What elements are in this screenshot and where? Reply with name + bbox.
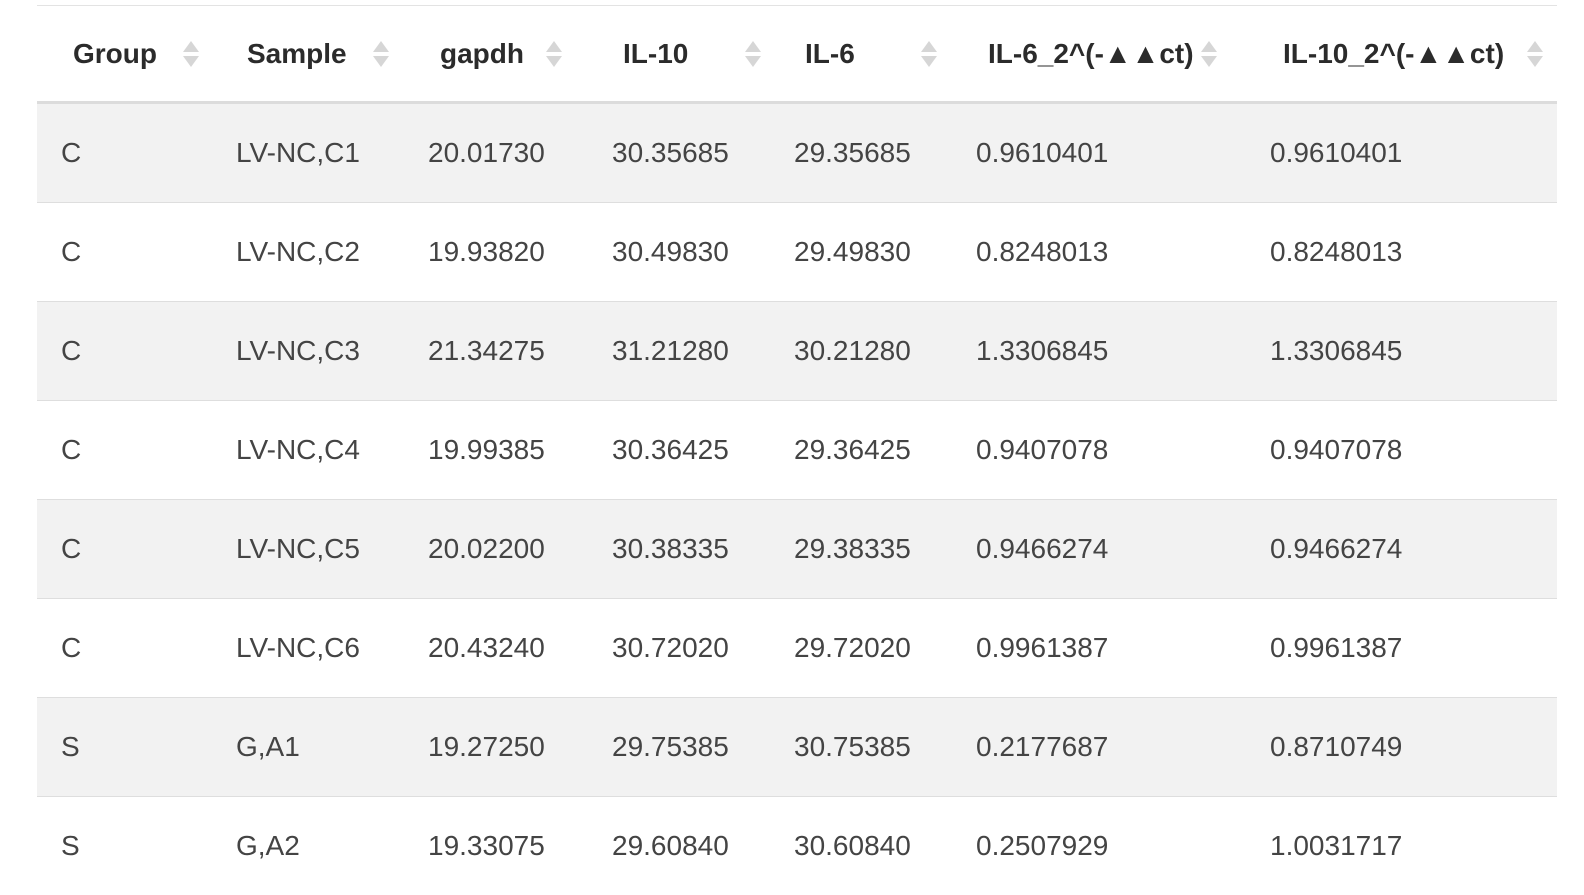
- column-header-label: IL-10: [623, 38, 688, 70]
- cell-il6-fold: 1.3306845: [955, 302, 1249, 401]
- table-row[interactable]: C LV-NC,C1 20.01730 30.35685 29.35685 0.…: [37, 103, 1557, 203]
- cell-il6: 29.38335: [773, 500, 955, 599]
- cell-sample: LV-NC,C4: [217, 401, 407, 500]
- cell-gapdh: 20.01730: [407, 103, 591, 203]
- table-row[interactable]: C LV-NC,C3 21.34275 31.21280 30.21280 1.…: [37, 302, 1557, 401]
- sort-arrows-icon[interactable]: [921, 41, 937, 67]
- cell-il6-fold: 0.9407078: [955, 401, 1249, 500]
- table-row[interactable]: S G,A2 19.33075 29.60840 30.60840 0.2507…: [37, 797, 1557, 895]
- data-table: Group Sample gapdh IL-10 IL-6: [37, 6, 1557, 895]
- sort-arrows-icon[interactable]: [745, 41, 761, 67]
- cell-sample: G,A1: [217, 698, 407, 797]
- cell-il6: 30.60840: [773, 797, 955, 895]
- cell-il10-fold: 0.9961387: [1249, 599, 1557, 698]
- cell-il6: 29.49830: [773, 203, 955, 302]
- column-header-label: IL-6: [805, 38, 855, 70]
- cell-il10: 30.49830: [591, 203, 773, 302]
- cell-il6: 30.21280: [773, 302, 955, 401]
- cell-group: C: [37, 302, 217, 401]
- cell-il6-fold: 0.9466274: [955, 500, 1249, 599]
- cell-group: C: [37, 500, 217, 599]
- cell-sample: LV-NC,C3: [217, 302, 407, 401]
- cell-gapdh: 19.27250: [407, 698, 591, 797]
- cell-il6-fold: 0.9610401: [955, 103, 1249, 203]
- column-header-gapdh[interactable]: gapdh: [407, 6, 591, 103]
- column-header-group[interactable]: Group: [37, 6, 217, 103]
- column-header-label: Group: [73, 38, 157, 70]
- cell-il6-fold: 0.2177687: [955, 698, 1249, 797]
- cell-il6: 29.35685: [773, 103, 955, 203]
- cell-il10: 31.21280: [591, 302, 773, 401]
- table-row[interactable]: C LV-NC,C5 20.02200 30.38335 29.38335 0.…: [37, 500, 1557, 599]
- cell-il10: 29.75385: [591, 698, 773, 797]
- cell-il6-fold: 0.8248013: [955, 203, 1249, 302]
- column-header-sample[interactable]: Sample: [217, 6, 407, 103]
- cell-il10: 30.35685: [591, 103, 773, 203]
- column-header-il6-fold[interactable]: IL-6_2^(-▲▲ct): [955, 6, 1249, 103]
- cell-sample: LV-NC,C1: [217, 103, 407, 203]
- cell-il10: 30.38335: [591, 500, 773, 599]
- sort-arrows-icon[interactable]: [373, 41, 389, 67]
- table-row[interactable]: C LV-NC,C2 19.93820 30.49830 29.49830 0.…: [37, 203, 1557, 302]
- cell-il10-fold: 0.8710749: [1249, 698, 1557, 797]
- cell-group: S: [37, 797, 217, 895]
- column-header-label: gapdh: [440, 38, 524, 70]
- cell-sample: G,A2: [217, 797, 407, 895]
- cell-gapdh: 20.02200: [407, 500, 591, 599]
- table-row[interactable]: C LV-NC,C6 20.43240 30.72020 29.72020 0.…: [37, 599, 1557, 698]
- cell-il10-fold: 0.9407078: [1249, 401, 1557, 500]
- table-row[interactable]: S G,A1 19.27250 29.75385 30.75385 0.2177…: [37, 698, 1557, 797]
- column-header-il10-fold[interactable]: IL-10_2^(-▲▲ct): [1249, 6, 1557, 103]
- cell-il6: 30.75385: [773, 698, 955, 797]
- cell-sample: LV-NC,C6: [217, 599, 407, 698]
- column-header-il6[interactable]: IL-6: [773, 6, 955, 103]
- cell-gapdh: 19.33075: [407, 797, 591, 895]
- cell-sample: LV-NC,C2: [217, 203, 407, 302]
- table-header: Group Sample gapdh IL-10 IL-6: [37, 6, 1557, 103]
- sort-arrows-icon[interactable]: [183, 41, 199, 67]
- cell-il10-fold: 1.0031717: [1249, 797, 1557, 895]
- cell-il10-fold: 0.9610401: [1249, 103, 1557, 203]
- cell-il10-fold: 0.8248013: [1249, 203, 1557, 302]
- cell-il6-fold: 0.9961387: [955, 599, 1249, 698]
- column-header-label: IL-10_2^(-▲▲ct): [1283, 38, 1504, 70]
- cell-group: C: [37, 103, 217, 203]
- sort-arrows-icon[interactable]: [1527, 41, 1543, 67]
- cell-group: S: [37, 698, 217, 797]
- column-header-label: IL-6_2^(-▲▲ct): [988, 38, 1194, 70]
- header-row: Group Sample gapdh IL-10 IL-6: [37, 6, 1557, 103]
- cell-il10: 30.72020: [591, 599, 773, 698]
- cell-il10: 30.36425: [591, 401, 773, 500]
- cell-gapdh: 19.99385: [407, 401, 591, 500]
- column-header-label: Sample: [247, 38, 347, 70]
- cell-group: C: [37, 203, 217, 302]
- cell-il6: 29.36425: [773, 401, 955, 500]
- table-row[interactable]: C LV-NC,C4 19.99385 30.36425 29.36425 0.…: [37, 401, 1557, 500]
- cell-il10-fold: 0.9466274: [1249, 500, 1557, 599]
- table-body: C LV-NC,C1 20.01730 30.35685 29.35685 0.…: [37, 103, 1557, 895]
- cell-gapdh: 20.43240: [407, 599, 591, 698]
- column-header-il10[interactable]: IL-10: [591, 6, 773, 103]
- sort-arrows-icon[interactable]: [546, 41, 562, 67]
- cell-gapdh: 21.34275: [407, 302, 591, 401]
- data-table-container: Group Sample gapdh IL-10 IL-6: [37, 5, 1557, 895]
- sort-arrows-icon[interactable]: [1201, 41, 1217, 67]
- cell-sample: LV-NC,C5: [217, 500, 407, 599]
- cell-group: C: [37, 599, 217, 698]
- cell-il6: 29.72020: [773, 599, 955, 698]
- cell-group: C: [37, 401, 217, 500]
- cell-il10: 29.60840: [591, 797, 773, 895]
- cell-il10-fold: 1.3306845: [1249, 302, 1557, 401]
- cell-gapdh: 19.93820: [407, 203, 591, 302]
- cell-il6-fold: 0.2507929: [955, 797, 1249, 895]
